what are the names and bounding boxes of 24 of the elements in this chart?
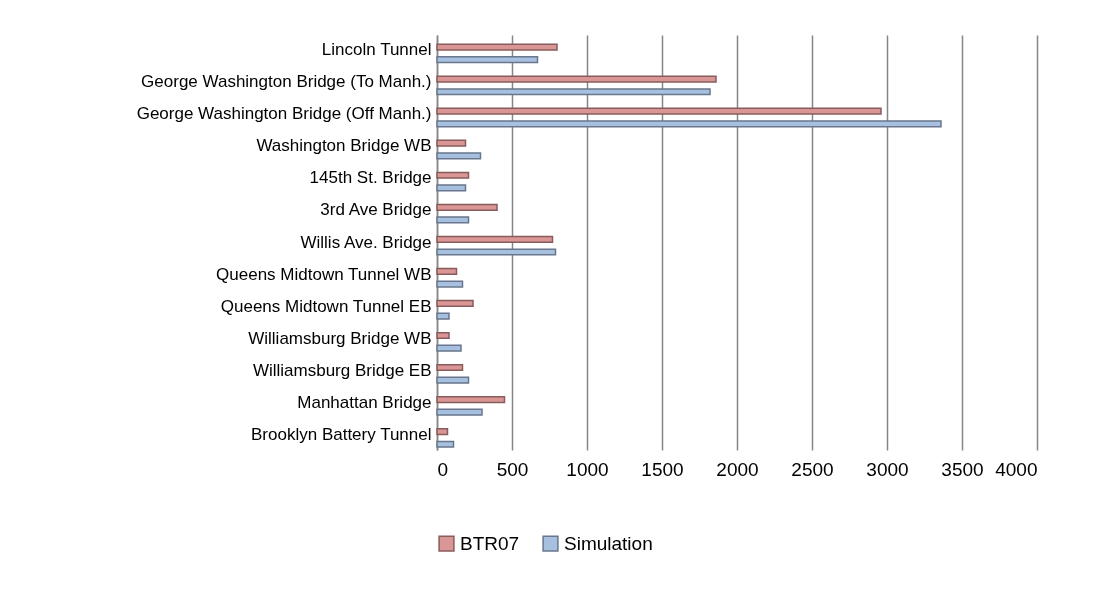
y-tick-label: Willis Ave. Bridge: [300, 232, 432, 252]
legend-label: Simulation: [564, 532, 653, 554]
y-tick-label: Brooklyn Battery Tunnel: [251, 424, 432, 444]
y-tick-label: 145th St. Bridge: [309, 168, 432, 188]
x-tick-label: 1500: [641, 458, 684, 480]
x-tick-label: 500: [496, 458, 529, 480]
y-tick-label: Lincoln Tunnel: [321, 40, 432, 60]
x-tick-label: 0: [437, 458, 449, 480]
y-tick-label: Manhattan Bridge: [297, 392, 432, 412]
x-tick-label: 4000: [995, 458, 1038, 480]
y-tick-label: Williamsburg Bridge EB: [252, 360, 432, 380]
x-tick-label: 3000: [866, 458, 909, 480]
y-tick-label: George Washington Bridge (Off Manh.): [136, 104, 432, 124]
y-tick-label: George Washington Bridge (To Manh.): [141, 72, 432, 92]
legend-label: BTR07: [460, 532, 520, 554]
x-tick-label: 2500: [791, 458, 834, 480]
x-tick-label: 2000: [716, 458, 759, 480]
x-tick-label: 3500: [941, 458, 984, 480]
y-tick-label: Queens Midtown Tunnel WB: [216, 264, 432, 284]
y-tick-label: Queens Midtown Tunnel EB: [220, 296, 432, 316]
y-tick-label: Washington Bridge WB: [256, 136, 432, 156]
y-tick-label: 3rd Ave Bridge: [320, 200, 432, 220]
y-tick-label: Williamsburg Bridge WB: [248, 328, 432, 348]
x-tick-label: 1000: [566, 458, 609, 480]
